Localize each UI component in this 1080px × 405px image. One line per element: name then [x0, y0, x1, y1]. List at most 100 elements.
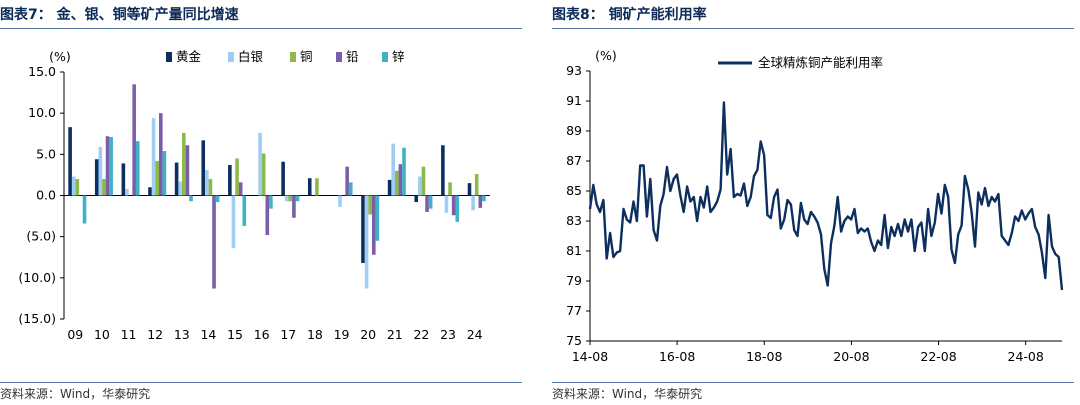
bar-白银-10 — [98, 146, 103, 196]
y-tick-label: 83 — [566, 213, 582, 228]
left-source-note: 资料来源：Wind，华泰研究 — [0, 387, 151, 401]
y-unit-label: (%) — [49, 49, 71, 64]
x-tick-label: 16-08 — [659, 349, 695, 364]
left-panel: 图表7： 金、银、铜等矿产量同比增速 15.0 10.0 5.0 0.0 (5.0) (1… — [0, 0, 528, 405]
bar-铅-13 — [185, 145, 190, 196]
x-tick-label: 16 — [254, 327, 270, 342]
bar-黄金-15 — [228, 165, 232, 196]
bar-铜-15 — [235, 158, 239, 196]
x-tick-label: 24 — [467, 327, 483, 342]
bar-锌-10 — [109, 137, 113, 196]
bar-黄金-24 — [467, 183, 472, 196]
bar-chart: 15.0 10.0 5.0 0.0 (5.0) (10.0) (15.0) (%) 09 10 11… — [18, 49, 490, 342]
bar-白银-20 — [364, 195, 369, 289]
bar-锌-09 — [82, 195, 87, 224]
bar-铅-14 — [212, 195, 216, 289]
y-tick-label: 77 — [566, 303, 582, 318]
bar-锌-22 — [428, 195, 433, 209]
bar-黄金-20 — [361, 195, 365, 264]
y-tick-label: 87 — [566, 153, 582, 168]
right-top-rule — [552, 28, 1074, 29]
bar-锌-11 — [135, 141, 140, 196]
bar-铜-14 — [208, 179, 213, 196]
x-tick-label: 09 — [67, 327, 83, 342]
bar-白银-15 — [231, 195, 236, 249]
x-tick-label: 20-08 — [833, 349, 869, 364]
bar-marks — [68, 84, 486, 289]
bar-白银-14 — [205, 169, 209, 196]
x-tick-label: 18-08 — [746, 349, 782, 364]
legend-label: 铅 — [346, 49, 359, 64]
y-tick-label: 85 — [566, 183, 582, 198]
y-tick-label: 0.0 — [36, 188, 56, 203]
bar-黄金-22 — [414, 195, 419, 203]
legend-swatch-白银 — [228, 52, 234, 62]
bar-白银-12 — [151, 118, 156, 196]
bar-锌-20 — [375, 195, 380, 241]
x-tick-label: 11 — [121, 327, 137, 342]
bar-锌-14 — [215, 195, 220, 203]
line-marks — [588, 101, 1064, 291]
bar-铅-12 — [158, 113, 163, 196]
series-line-capacity-utilization — [588, 101, 1064, 291]
bar-铜-17 — [288, 195, 293, 202]
bar-ticks: 15.0 10.0 5.0 0.0 (5.0) (10.0) (15.0) (%) 09 10 11… — [18, 49, 482, 342]
left-bottom-rule — [0, 382, 522, 383]
bar-白银-16 — [258, 132, 262, 196]
bar-锌-15 — [242, 195, 247, 226]
bar-铜-12 — [155, 160, 159, 196]
y-tick-label: 15.0 — [28, 64, 56, 79]
legend-swatch-黄金 — [166, 52, 172, 62]
bar-铅-17 — [292, 195, 296, 218]
bar-黄金-10 — [94, 159, 99, 196]
bar-白银-24 — [471, 195, 475, 211]
bar-铅-15 — [238, 182, 243, 196]
x-tick-label: 13 — [174, 327, 190, 342]
bar-黄金-23 — [441, 145, 445, 196]
bar-锌-24 — [482, 195, 486, 202]
bar-铅-22 — [425, 195, 429, 212]
bar-铅-23 — [451, 195, 456, 216]
bar-锌-17 — [295, 195, 300, 202]
right-figure-title: 图表8： 铜矿产能利用率 — [552, 7, 707, 23]
bar-铜-13 — [182, 132, 186, 196]
bar-黄金-12 — [148, 187, 152, 196]
bar-铅-19 — [345, 166, 349, 196]
x-tick-label: 22-08 — [920, 349, 956, 364]
x-tick-label: 10 — [94, 327, 110, 342]
legend-swatch-铅 — [336, 52, 342, 62]
bar-黄金-21 — [387, 179, 392, 196]
bar-锌-23 — [455, 195, 460, 222]
bar-铜-10 — [102, 179, 106, 196]
x-tick-label: 15 — [227, 327, 243, 342]
bar-白银-23 — [444, 195, 449, 213]
x-tick-label: 14 — [200, 327, 216, 342]
line-axes — [586, 70, 1062, 345]
bar-黄金-09 — [68, 127, 72, 196]
x-tick-label: 14-08 — [572, 349, 608, 364]
x-tick-label: 18 — [307, 327, 323, 342]
bar-白银-21 — [391, 143, 396, 196]
bar-铅-16 — [265, 195, 270, 236]
y-tick-label: (5.0) — [26, 229, 56, 244]
bar-铜-16 — [261, 153, 266, 196]
bar-铅-11 — [132, 84, 136, 196]
y-tick-label: 5.0 — [36, 146, 56, 161]
legend-label: 铜 — [300, 49, 313, 64]
legend-swatch-铜 — [290, 52, 296, 62]
y-tick-label: (10.0) — [18, 270, 56, 285]
bar-铜-22 — [421, 166, 426, 196]
bar-锌-12 — [162, 151, 167, 196]
bar-白银-13 — [178, 181, 183, 196]
y-tick-label: 79 — [566, 273, 582, 288]
x-tick-label: 23 — [440, 327, 456, 342]
y-tick-label: 75 — [566, 333, 582, 348]
bar-铜-21 — [395, 170, 399, 196]
bar-铅-20 — [371, 195, 376, 255]
y-tick-label: 81 — [566, 243, 582, 258]
bar-锌-13 — [189, 195, 193, 202]
bar-锌-21 — [402, 147, 406, 196]
y-tick-label: 89 — [566, 123, 582, 138]
bar-白银-19 — [338, 195, 342, 208]
right-bottom-rule — [552, 382, 1074, 383]
